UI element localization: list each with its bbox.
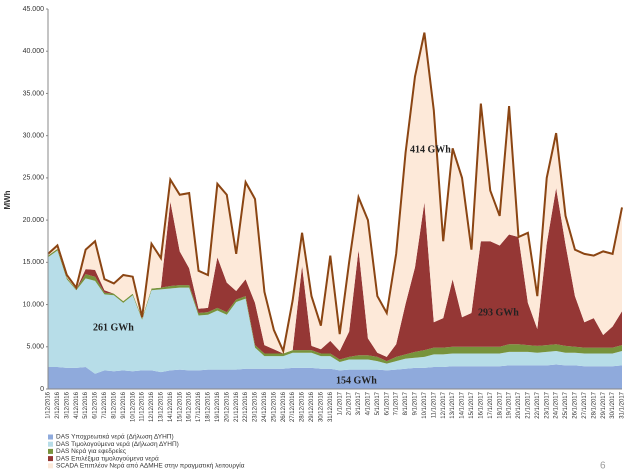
- x-tick-label: 16/1/2017: [478, 391, 484, 418]
- y-tick-label: 5.000: [26, 344, 44, 351]
- x-tick-label: 28/1/2017: [591, 391, 597, 418]
- y-tick-label: 40.000: [23, 48, 45, 55]
- x-tick-label: 17/12/2016: [196, 391, 202, 422]
- legend-swatch: [48, 463, 53, 469]
- y-tick-label: 25.000: [23, 175, 45, 182]
- page-number: 6: [600, 461, 606, 472]
- y-tick-label: 15.000: [23, 259, 45, 266]
- x-tick-label: 24/12/2016: [262, 391, 268, 422]
- x-tick-label: 15/1/2017: [469, 391, 475, 418]
- annotation: 414 GWh: [410, 144, 451, 155]
- x-tick-label: 8/12/2016: [111, 391, 117, 418]
- x-tick-label: 14/12/2016: [168, 391, 174, 422]
- x-tick-label: 5/12/2016: [83, 391, 89, 418]
- x-tick-label: 31/12/2016: [328, 391, 334, 422]
- x-tick-label: 1/1/2017: [337, 391, 343, 415]
- x-tick-label: 10/1/2017: [422, 391, 428, 418]
- legend-label: DAS Επιλέξιμα τιμολογούμενα νερά: [56, 454, 159, 462]
- x-tick-label: 12/12/2016: [149, 391, 155, 422]
- y-tick-label: 0: [40, 386, 44, 393]
- y-tick-label: 20.000: [23, 217, 45, 224]
- x-tick-label: 23/1/2017: [544, 391, 550, 418]
- annotation: 154 GWh: [336, 375, 377, 386]
- x-tick-label: 6/12/2016: [93, 391, 99, 418]
- x-tick-label: 6/1/2017: [384, 391, 390, 415]
- x-tick-label: 7/12/2016: [102, 391, 108, 418]
- x-tick-label: 29/1/2017: [601, 391, 607, 418]
- x-tick-label: 27/12/2016: [290, 391, 296, 422]
- x-tick-label: 25/12/2016: [271, 391, 277, 422]
- x-tick-label: 19/12/2016: [215, 391, 221, 422]
- x-tick-label: 14/1/2017: [460, 391, 466, 418]
- y-tick-label: 30.000: [23, 133, 45, 140]
- legend-label: DAS Υποχρεωτικά νερά (Δήλωση ΔΥΗΠ): [56, 433, 174, 441]
- x-tick-label: 9/12/2016: [121, 391, 127, 418]
- x-tick-label: 21/12/2016: [234, 391, 240, 422]
- x-tick-label: 3/12/2016: [64, 391, 70, 418]
- x-tick-label: 4/12/2016: [74, 391, 80, 418]
- x-tick-label: 20/1/2017: [516, 391, 522, 418]
- area: [48, 364, 622, 389]
- y-tick-label: 45.000: [23, 6, 45, 13]
- x-tick-label: 22/1/2017: [535, 391, 541, 418]
- x-tick-label: 31/1/2017: [620, 391, 625, 418]
- legend-swatch: [48, 441, 53, 447]
- legend-swatch: [48, 456, 53, 462]
- legend-swatch: [48, 448, 53, 454]
- x-tick-label: 11/1/2017: [431, 391, 437, 418]
- plot: [47, 32, 623, 389]
- x-tick-label: 4/1/2017: [366, 391, 372, 415]
- total-outline: [47, 32, 623, 355]
- x-tick-label: 21/1/2017: [525, 391, 531, 418]
- x-tick-label: 19/1/2017: [507, 391, 513, 418]
- x-tick-label: 2/1/2017: [347, 391, 353, 415]
- x-tick-label: 16/12/2016: [187, 391, 193, 422]
- x-tick-label: 11/12/2016: [140, 391, 146, 421]
- x-tick-label: 5/1/2017: [375, 391, 381, 415]
- x-tick-label: 13/1/2017: [450, 391, 456, 418]
- area: [48, 188, 622, 362]
- x-tick-label: 22/12/2016: [243, 391, 249, 422]
- legend-label: DAS Τιμολογούμενα νερά (Δήλωση ΔΥΗΠ): [56, 440, 179, 448]
- x-tick-label: 25/1/2017: [563, 391, 569, 418]
- x-tick-label: 30/12/2016: [318, 391, 324, 422]
- x-tick-label: 12/1/2017: [441, 391, 447, 418]
- legend-label: SCADA Επιπλέον Νερά από ΑΔΜΗΕ στην πραγμ…: [56, 462, 245, 470]
- x-tick-label: 17/1/2017: [488, 391, 494, 418]
- area: [48, 250, 622, 374]
- area: [48, 32, 622, 357]
- legend-swatch: [48, 434, 53, 440]
- x-tick-label: 24/1/2017: [554, 391, 560, 418]
- x-tick-label: 20/12/2016: [224, 391, 230, 422]
- x-tick-label: 13/12/2016: [158, 391, 164, 422]
- x-tick-label: 26/12/2016: [281, 391, 287, 422]
- annotation: 293 GWh: [478, 307, 519, 318]
- legend-label: DAS Νερά για εφεδρείες: [56, 447, 126, 455]
- x-tick-label: 10/12/2016: [130, 391, 136, 422]
- x-tick-label: 27/1/2017: [582, 391, 588, 418]
- annotation: 261 GWh: [93, 322, 134, 333]
- x-tick-label: 26/1/2017: [573, 391, 579, 418]
- x-tick-label: 3/1/2017: [356, 391, 362, 415]
- y-tick-label: 10.000: [23, 301, 45, 308]
- x-tick-label: 28/12/2016: [300, 391, 306, 422]
- x-tick-label: 30/1/2017: [610, 391, 616, 418]
- y-tick-label: 35.000: [23, 90, 45, 97]
- x-tick-label: 2/12/2016: [55, 391, 61, 418]
- area: [48, 248, 622, 364]
- x-tick-label: 9/1/2017: [413, 391, 419, 415]
- x-tick-label: 29/12/2016: [309, 391, 315, 422]
- x-tick-label: 1/12/2016: [46, 391, 52, 418]
- x-tick-label: 18/1/2017: [497, 391, 503, 418]
- x-tick-label: 15/12/2016: [177, 391, 183, 422]
- x-tick-label: 18/12/2016: [206, 391, 212, 422]
- x-tick-label: 8/1/2017: [403, 391, 409, 415]
- x-tick-label: 7/1/2017: [394, 391, 400, 415]
- y-axis-label: MWh: [3, 190, 12, 209]
- x-tick-label: 23/12/2016: [253, 391, 259, 422]
